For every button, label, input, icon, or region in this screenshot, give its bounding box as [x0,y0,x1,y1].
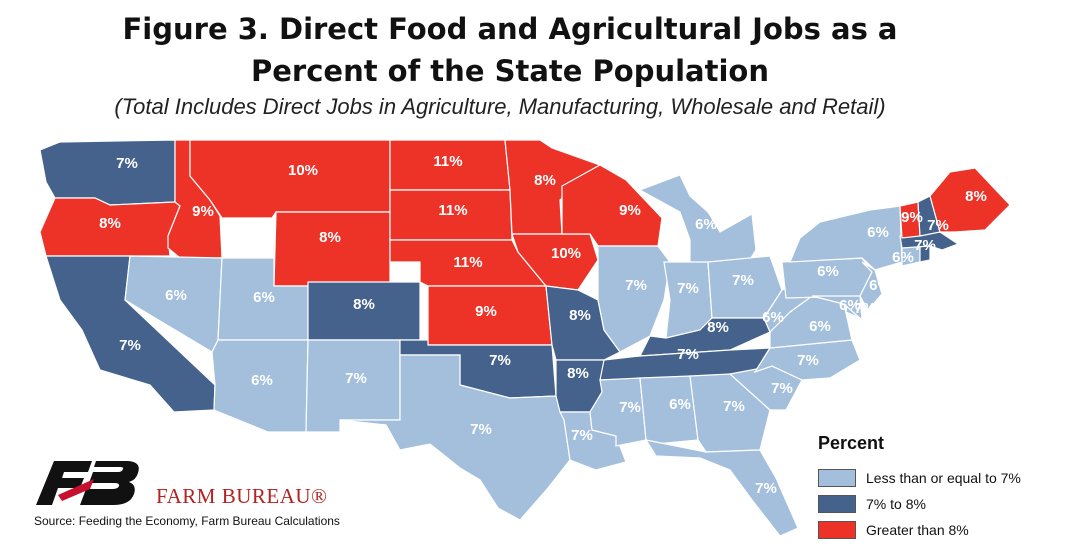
state-label-ky: 8% [707,319,729,336]
legend-item-low: Less than or equal to 7% [818,468,1021,488]
state-label-id: 9% [192,203,214,220]
state-label-wi: 9% [619,202,641,219]
brand-name: FARM BUREAU® [156,484,328,508]
state-label-or: 8% [99,215,121,232]
state-label-fl: 7% [755,480,777,497]
state-md [811,295,863,322]
state-ms [589,377,647,447]
state-label-nh: 7% [927,217,949,234]
legend-item-mid: 7% to 8% [818,494,926,514]
legend-label-high: Greater than 8% [866,522,969,538]
state-label-wy: 8% [319,229,341,246]
farm-bureau-logo-icon [36,461,139,505]
state-al [639,375,699,445]
state-label-oh: 7% [732,272,754,289]
state-label-ca: 7% [119,337,141,354]
page-title-line-1: Figure 3. Direct Food and Agricultural J… [122,12,898,46]
state-label-nm: 7% [345,370,367,387]
state-label-la: 7% [571,427,593,444]
state-mn [504,139,602,235]
state-label-ct: 6% [892,249,914,266]
legend-swatch-high [818,521,856,539]
state-label-wv: 6% [762,309,784,326]
legend-title: Percent [818,433,885,453]
state-label-in: 7% [677,280,699,297]
state-label-mt: 10% [288,162,318,179]
state-label-il: 7% [625,277,647,294]
state-label-sd: 11% [438,202,467,219]
state-label-nd: 11% [433,153,462,170]
state-tx [339,354,571,521]
state-label-mi: 6% [695,216,717,233]
state-label-pa: 6% [817,263,839,280]
state-label-ne: 11% [453,254,482,271]
source-note: Source: Feeding the Economy, Farm Bureau… [34,514,340,528]
state-label-ma: 7% [914,237,936,254]
legend-swatch-mid [818,495,856,513]
state-label-co: 8% [353,296,375,313]
legend-swatch-low [818,469,856,487]
state-fl [644,439,799,537]
state-label-vt: 9% [901,209,923,226]
state-me [929,167,1011,233]
state-label-va: 6% [809,318,831,335]
state-label-ks: 9% [475,303,497,320]
legend-label-mid: 7% to 8% [866,496,926,512]
state-label-ms: 7% [619,399,641,416]
state-label-az: 6% [251,372,273,389]
state-mt [189,139,391,219]
legend-item-high: Greater than 8% [818,520,969,540]
page-subtitle: (Total Includes Direct Jobs in Agricultu… [114,94,886,119]
state-label-mo: 8% [569,307,591,324]
state-label-ny: 6% [867,224,889,241]
state-wy [273,211,391,287]
state-label-al: 6% [669,396,691,413]
state-label-ok: 7% [489,352,511,369]
state-label-nc: 7% [797,352,819,369]
state-label-mn: 8% [534,172,556,189]
state-label-wa: 7% [116,155,138,172]
state-label-nv: 6% [165,287,187,304]
state-label-ga: 7% [723,398,745,415]
state-label-md: 7% [854,300,876,317]
state-label-ar: 8% [567,365,589,382]
state-label-me: 8% [965,188,987,205]
state-label-de: 6% [839,297,861,314]
page-title-line-2: Percent of the State Population [250,54,769,88]
state-label-sc: 7% [771,380,793,397]
state-label-ia: 10% [551,245,581,262]
state-label-ut: 6% [253,289,275,306]
state-il [597,245,671,353]
state-label-tx: 7% [470,421,492,438]
state-wa [39,139,176,206]
state-label-tn: 7% [677,346,699,363]
state-nj [859,261,883,312]
state-wi [561,164,663,247]
state-label-nj: 6% [869,277,891,294]
state-mi [638,174,757,277]
legend-label-low: Less than or equal to 7% [866,470,1021,486]
